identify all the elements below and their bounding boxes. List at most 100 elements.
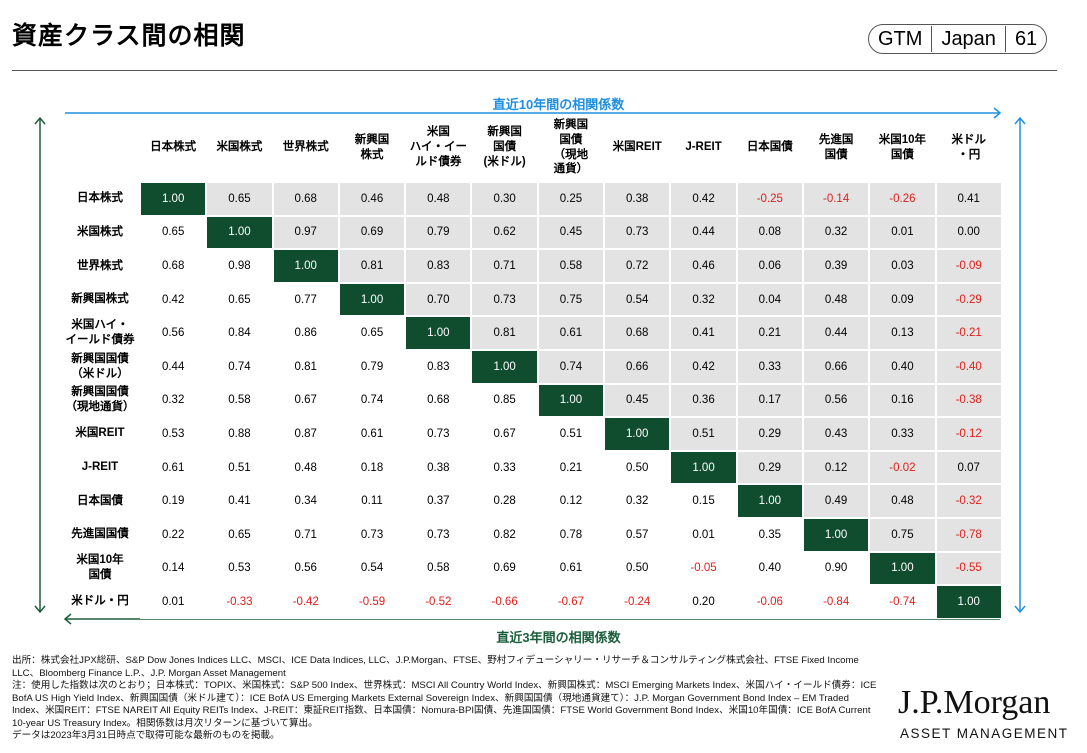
correlation-cell: -0.21 xyxy=(935,316,1002,350)
correlation-cell: -0.52 xyxy=(405,585,472,619)
correlation-cell: 0.50 xyxy=(604,450,671,485)
correlation-cell: 0.37 xyxy=(405,484,472,518)
correlation-cell: -0.78 xyxy=(935,517,1002,552)
correlation-cell: 0.81 xyxy=(338,249,406,283)
correlation-cell: -0.06 xyxy=(736,585,803,619)
correlation-cell: 0.73 xyxy=(405,417,472,451)
correlation-cell: 1.00 xyxy=(272,249,339,283)
correlation-cell: 0.49 xyxy=(802,484,870,518)
correlation-cell: 0.00 xyxy=(935,215,1002,250)
correlation-cell: 0.56 xyxy=(802,383,870,418)
correlation-cell: 0.67 xyxy=(471,417,538,451)
column-header: 新興国 株式 xyxy=(354,133,390,161)
correlation-cell: 0.68 xyxy=(604,316,671,350)
correlation-cell: 0.77 xyxy=(272,282,339,317)
correlation-matrix: 日本株式 米国株式 世界株式 新興国 株式 米国 ハイ・イー ルド債券 新興国 国債 (米… xyxy=(60,115,1002,619)
correlation-cell: -0.42 xyxy=(272,585,339,619)
correlation-cell: 0.98 xyxy=(206,249,273,283)
column-header: 新興国 国債 (米ドル) xyxy=(483,126,526,168)
column-header: 日本国債 xyxy=(746,141,793,154)
correlation-cell: 0.67 xyxy=(272,383,339,418)
correlation-cell: 0.68 xyxy=(140,249,207,283)
row-header: 新興国国債 （米ドル） xyxy=(71,352,129,380)
divider xyxy=(12,70,1057,71)
correlation-cell: 0.01 xyxy=(140,585,207,619)
correlation-cell: -0.09 xyxy=(935,249,1002,283)
correlation-cell: 0.29 xyxy=(736,450,803,485)
upper-arrow xyxy=(65,107,1026,614)
correlation-cell: 0.74 xyxy=(338,383,406,418)
correlation-cell: 0.65 xyxy=(338,316,406,350)
correlation-cell: -0.12 xyxy=(935,417,1002,451)
correlation-cell: 0.61 xyxy=(140,450,207,485)
row-header: 米国ハイ・ イールド債券 xyxy=(65,319,135,347)
correlation-cell: 0.71 xyxy=(272,517,339,552)
source-note: 出所：株式会社JPX総研、S&P Dow Jones Indices LLC、M… xyxy=(12,655,859,679)
correlation-cell: 0.68 xyxy=(272,182,339,216)
correlation-cell: 0.78 xyxy=(537,517,605,552)
correlation-cell: 0.12 xyxy=(802,450,870,485)
correlation-cell: 0.75 xyxy=(869,517,936,552)
correlation-cell: 0.21 xyxy=(537,450,605,485)
correlation-cell: 0.40 xyxy=(869,349,936,384)
correlation-cell: 0.54 xyxy=(604,282,671,317)
correlation-cell: 0.25 xyxy=(537,182,605,216)
correlation-cell: 0.07 xyxy=(935,450,1002,485)
correlation-cell: 0.32 xyxy=(802,215,870,250)
correlation-cell: 0.56 xyxy=(272,551,339,586)
correlation-cell: 0.33 xyxy=(869,417,936,451)
correlation-cell: 0.15 xyxy=(670,484,737,518)
correlation-cell: -0.59 xyxy=(338,585,406,619)
correlation-cell: 0.66 xyxy=(604,349,671,384)
correlation-cell: 0.86 xyxy=(272,316,339,350)
correlation-cell: 0.13 xyxy=(869,316,936,350)
correlation-cell: 0.75 xyxy=(537,282,605,317)
correlation-cell: 0.46 xyxy=(670,249,737,283)
correlation-cell: 0.32 xyxy=(140,383,207,418)
correlation-cell: -0.24 xyxy=(604,585,671,619)
badge-page: 61 xyxy=(1014,28,1038,50)
correlation-cell: 0.30 xyxy=(471,182,538,216)
correlation-cell: 0.69 xyxy=(471,551,538,586)
correlation-cell: 0.34 xyxy=(272,484,339,518)
correlation-cell: 0.21 xyxy=(736,316,803,350)
correlation-cell: 0.69 xyxy=(338,215,406,250)
jpmorgan-logo: J.P.Morgan xyxy=(898,684,1051,721)
correlation-cell: 0.22 xyxy=(140,517,207,552)
correlation-cell: 0.46 xyxy=(338,182,406,216)
column-header: J-REIT xyxy=(685,141,722,154)
row-header: 米国株式 xyxy=(77,225,123,238)
correlation-cell: 0.44 xyxy=(802,316,870,350)
column-header: 米国株式 xyxy=(216,141,263,154)
correlation-cell: 0.54 xyxy=(338,551,406,586)
correlation-cell: 0.17 xyxy=(736,383,803,418)
column-header: 新興国 国債 （現地 通貨） xyxy=(553,118,589,176)
correlation-cell: 1.00 xyxy=(802,517,870,552)
correlation-cell: 1.00 xyxy=(140,182,207,216)
correlation-cell: 0.72 xyxy=(604,249,671,283)
correlation-cell: 0.65 xyxy=(206,517,273,552)
correlation-cell: 1.00 xyxy=(206,215,273,250)
correlation-cell: 0.33 xyxy=(736,349,803,384)
correlation-cell: 0.85 xyxy=(471,383,538,418)
correlation-cell: 0.56 xyxy=(140,316,207,350)
correlation-cell: 1.00 xyxy=(338,282,406,317)
correlation-cell: -0.05 xyxy=(670,551,737,586)
correlation-cell: 0.74 xyxy=(206,349,273,384)
index-note: 注：使用した指数は次のとおり；日本株式：TOPIX、米国株式：S&P 500 I… xyxy=(12,680,877,729)
correlation-cell: -0.02 xyxy=(869,450,936,485)
column-header: 世界株式 xyxy=(282,141,329,154)
lower-arrow xyxy=(34,116,1000,625)
correlation-cell: 0.61 xyxy=(537,551,605,586)
correlation-cell: -0.66 xyxy=(471,585,538,619)
correlation-cell: 0.62 xyxy=(471,215,538,250)
correlation-cell: 0.41 xyxy=(670,316,737,350)
correlation-cell: 0.81 xyxy=(471,316,538,350)
column-header: 米国10年 国債 xyxy=(878,133,927,161)
correlation-cell: 0.53 xyxy=(206,551,273,586)
row-header: 米ドル・円 xyxy=(71,595,129,608)
correlation-cell: 0.12 xyxy=(537,484,605,518)
correlation-cell: 1.00 xyxy=(405,316,472,350)
correlation-cell: 0.48 xyxy=(272,450,339,485)
